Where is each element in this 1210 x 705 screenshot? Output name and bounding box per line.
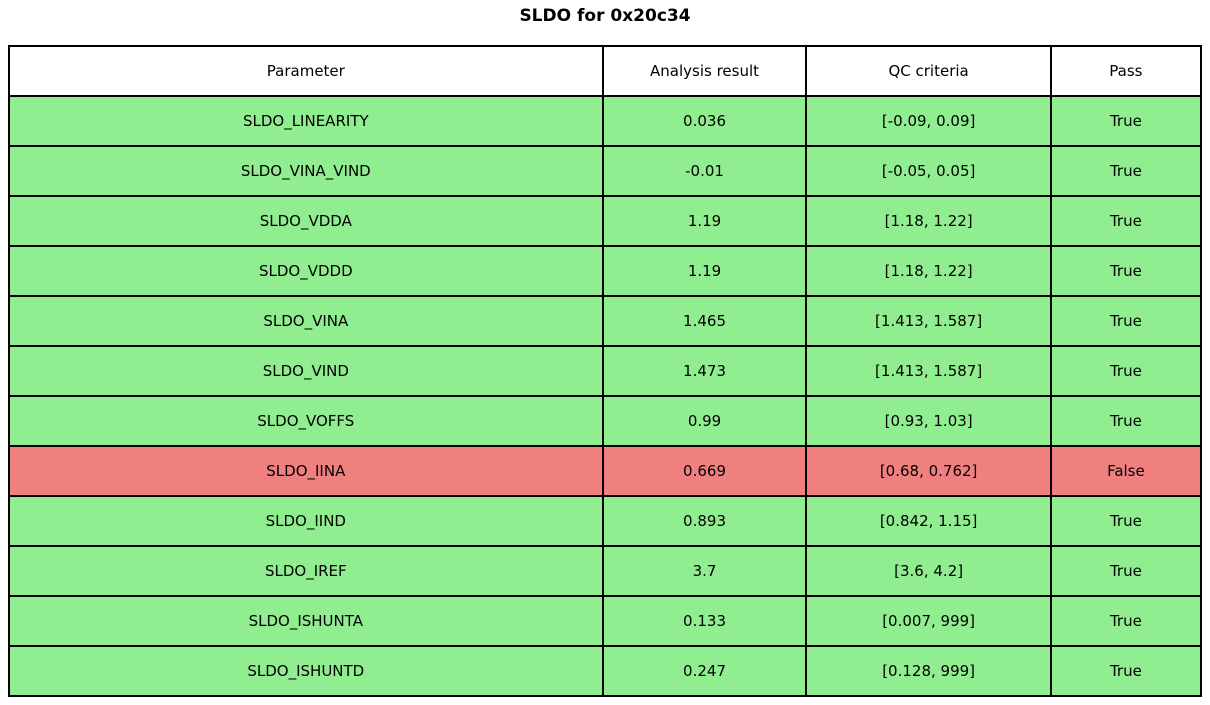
cell-analysis-result: 1.19: [601, 245, 808, 297]
cell-qc-criteria: [0.007, 999]: [805, 595, 1052, 647]
cell-analysis-result: 0.893: [601, 495, 808, 547]
cell-parameter: SLDO_ISHUNTD: [8, 645, 604, 697]
cell-analysis-result: 1.465: [601, 295, 808, 347]
cell-pass: True: [1049, 245, 1203, 297]
cell-parameter: SLDO_LINEARITY: [8, 95, 604, 147]
cell-qc-criteria: [0.93, 1.03]: [805, 395, 1052, 447]
cell-qc-criteria: [1.413, 1.587]: [805, 345, 1052, 397]
table-body: SLDO_LINEARITY 0.036 [-0.09, 0.09] True …: [8, 95, 1203, 697]
cell-analysis-result: 3.7: [601, 545, 808, 597]
cell-pass: True: [1049, 495, 1203, 547]
table-row: SLDO_VIND 1.473 [1.413, 1.587] True: [8, 345, 1203, 397]
cell-parameter: SLDO_IREF: [8, 545, 604, 597]
cell-parameter: SLDO_IIND: [8, 495, 604, 547]
cell-parameter: SLDO_VINA_VIND: [8, 145, 604, 197]
table-row: SLDO_VDDD 1.19 [1.18, 1.22] True: [8, 245, 1203, 297]
cell-pass: True: [1049, 645, 1203, 697]
cell-pass: True: [1049, 345, 1203, 397]
table-header: Parameter Analysis result QC criteria Pa…: [8, 45, 1203, 97]
cell-qc-criteria: [0.842, 1.15]: [805, 495, 1052, 547]
table-row: SLDO_IIND 0.893 [0.842, 1.15] True: [8, 495, 1203, 547]
cell-pass: True: [1049, 295, 1203, 347]
cell-qc-criteria: [0.68, 0.762]: [805, 445, 1052, 497]
column-header-qc-criteria: QC criteria: [805, 45, 1052, 97]
cell-parameter: SLDO_VINA: [8, 295, 604, 347]
column-header-pass: Pass: [1049, 45, 1203, 97]
column-header-analysis-result: Analysis result: [601, 45, 808, 97]
header-row: Parameter Analysis result QC criteria Pa…: [8, 45, 1203, 97]
cell-qc-criteria: [1.18, 1.22]: [805, 245, 1052, 297]
table-row: SLDO_ISHUNTA 0.133 [0.007, 999] True: [8, 595, 1203, 647]
cell-pass: True: [1049, 145, 1203, 197]
table-row: SLDO_VINA_VIND -0.01 [-0.05, 0.05] True: [8, 145, 1203, 197]
cell-pass: False: [1049, 445, 1203, 497]
cell-qc-criteria: [0.128, 999]: [805, 645, 1052, 697]
cell-analysis-result: 1.19: [601, 195, 808, 247]
cell-analysis-result: 0.133: [601, 595, 808, 647]
cell-parameter: SLDO_ISHUNTA: [8, 595, 604, 647]
cell-pass: True: [1049, 545, 1203, 597]
column-header-parameter: Parameter: [8, 45, 604, 97]
table-row: SLDO_ISHUNTD 0.247 [0.128, 999] True: [8, 645, 1203, 697]
cell-qc-criteria: [1.413, 1.587]: [805, 295, 1052, 347]
page-title: SLDO for 0x20c34: [519, 6, 691, 26]
cell-qc-criteria: [1.18, 1.22]: [805, 195, 1052, 247]
cell-qc-criteria: [3.6, 4.2]: [805, 545, 1052, 597]
cell-pass: True: [1049, 395, 1203, 447]
table-row: SLDO_LINEARITY 0.036 [-0.09, 0.09] True: [8, 95, 1203, 147]
cell-pass: True: [1049, 195, 1203, 247]
cell-analysis-result: 0.036: [601, 95, 808, 147]
cell-parameter: SLDO_VOFFS: [8, 395, 604, 447]
cell-qc-criteria: [-0.09, 0.09]: [805, 95, 1052, 147]
cell-analysis-result: 0.247: [601, 645, 808, 697]
cell-analysis-result: 0.669: [601, 445, 808, 497]
cell-parameter: SLDO_VDDA: [8, 195, 604, 247]
table-row: SLDO_VDDA 1.19 [1.18, 1.22] True: [8, 195, 1203, 247]
table-row: SLDO_VOFFS 0.99 [0.93, 1.03] True: [8, 395, 1203, 447]
cell-parameter: SLDO_IINA: [8, 445, 604, 497]
cell-parameter: SLDO_VDDD: [8, 245, 604, 297]
table-row: SLDO_VINA 1.465 [1.413, 1.587] True: [8, 295, 1203, 347]
cell-pass: True: [1049, 595, 1203, 647]
cell-analysis-result: 0.99: [601, 395, 808, 447]
cell-analysis-result: 1.473: [601, 345, 808, 397]
qc-results-table: Parameter Analysis result QC criteria Pa…: [8, 45, 1203, 697]
table-row: SLDO_IINA 0.669 [0.68, 0.762] False: [8, 445, 1203, 497]
table-row: SLDO_IREF 3.7 [3.6, 4.2] True: [8, 545, 1203, 597]
cell-pass: True: [1049, 95, 1203, 147]
cell-parameter: SLDO_VIND: [8, 345, 604, 397]
cell-qc-criteria: [-0.05, 0.05]: [805, 145, 1052, 197]
cell-analysis-result: -0.01: [601, 145, 808, 197]
